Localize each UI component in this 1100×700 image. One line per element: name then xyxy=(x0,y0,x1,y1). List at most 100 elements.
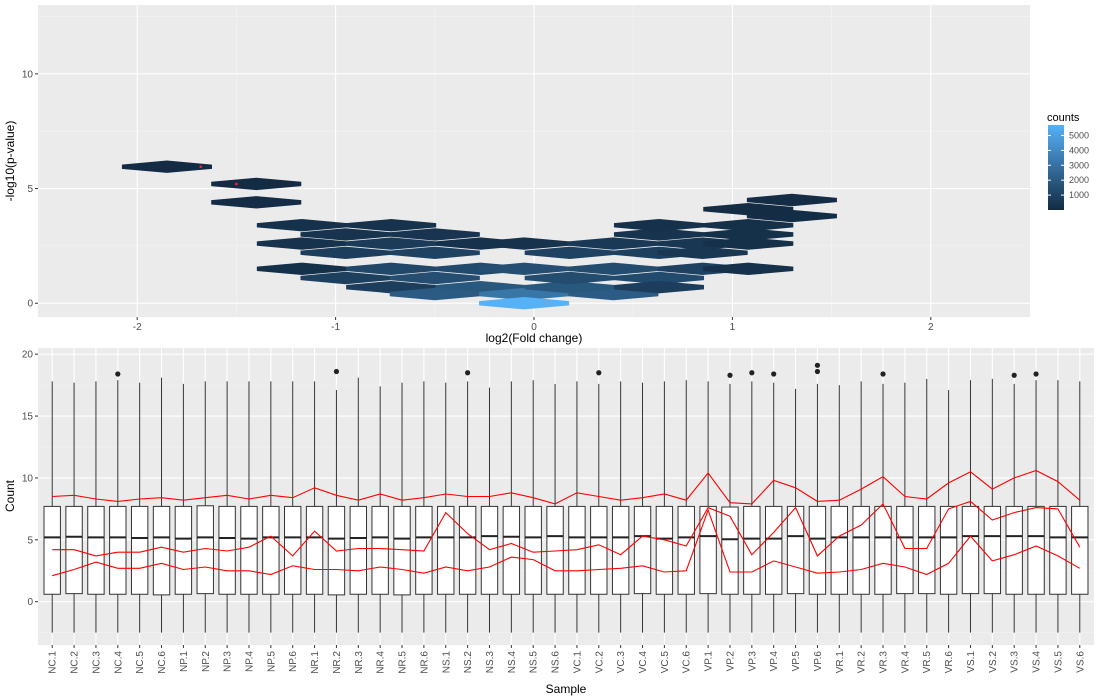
x-tick-label: -2 xyxy=(133,322,142,333)
hex-cell xyxy=(479,237,570,250)
box-VR.6 xyxy=(939,390,958,633)
hex-cell xyxy=(613,219,705,232)
x-tick-label: VC.6 xyxy=(682,651,693,674)
box-body xyxy=(371,505,389,595)
outlier-point xyxy=(596,370,602,376)
outlier-point xyxy=(1033,371,1039,377)
y-tick-label: 0 xyxy=(27,299,33,310)
box-body xyxy=(677,505,695,595)
hex-cell xyxy=(256,219,347,232)
box-NC.4 xyxy=(109,380,127,633)
box-NR.3 xyxy=(349,377,367,633)
x-tick-label: NC.5 xyxy=(135,651,146,674)
y-tick-label: 5 xyxy=(27,535,33,546)
x-tick-label: NC.1 xyxy=(48,651,59,674)
x-tick-label: VC.1 xyxy=(572,651,583,674)
x-tick-label: NS.1 xyxy=(441,651,452,674)
outlier-point xyxy=(749,370,755,376)
outlier-point xyxy=(880,371,886,377)
x-tick-label: NS.6 xyxy=(551,651,562,674)
outlier-point xyxy=(465,370,471,376)
outlier-point xyxy=(115,371,121,377)
x-tick-label: VR.5 xyxy=(922,651,933,674)
box-body xyxy=(393,505,411,596)
box-NP.2 xyxy=(196,381,214,633)
boxplot-y-axis: 0 5 10 15 20 xyxy=(22,350,38,608)
legend-colorbar xyxy=(1048,125,1064,210)
box-NR.5 xyxy=(393,382,411,633)
x-tick-label: VR.6 xyxy=(944,651,955,674)
hex-cell xyxy=(657,246,748,259)
x-tick-label: VR.2 xyxy=(857,651,868,674)
hex-cell xyxy=(300,246,391,259)
outlier-point xyxy=(333,368,340,375)
hex-cell xyxy=(703,237,794,250)
x-tick-label: VS.6 xyxy=(1075,651,1086,673)
x-tick-label: NP.6 xyxy=(288,651,299,672)
x-tick-label: VP.2 xyxy=(725,651,736,672)
box-body xyxy=(830,505,848,595)
x-tick-label: 1 xyxy=(730,322,736,333)
box-body xyxy=(480,505,499,595)
box-VS.2 xyxy=(983,378,1002,633)
box-body xyxy=(983,505,1002,595)
x-tick-label: NS.2 xyxy=(463,651,474,674)
x-tick-label: VR.1 xyxy=(835,651,846,674)
hex-cell xyxy=(613,271,705,285)
box-NS.2 xyxy=(458,381,477,633)
box-VP.1 xyxy=(699,381,717,633)
x-tick-label: VP.1 xyxy=(704,651,715,672)
x-tick-label: 0 xyxy=(531,322,537,333)
x-tick-label: NR.3 xyxy=(354,651,365,674)
box-VC.6 xyxy=(677,380,695,633)
hex-cell xyxy=(346,237,437,250)
x-tick-label: NR.1 xyxy=(310,651,321,674)
hex-cell xyxy=(346,262,437,276)
box-body xyxy=(1027,505,1045,595)
boxplot-x-axis-title: Sample xyxy=(546,682,587,696)
boxplot-outliers xyxy=(115,362,1039,378)
sample-boxplot-chart: NC.1 NC.2 NC.3 NC.4 NC.5 NC.6 NP.1 NP.2 NP.3 NP.4… xyxy=(3,348,1094,696)
box-NC.3 xyxy=(87,381,105,633)
box-NP.3 xyxy=(218,381,236,633)
x-tick-label: -1 xyxy=(331,322,340,333)
hex-cell xyxy=(256,262,347,276)
x-tick-label: NR.4 xyxy=(376,651,387,674)
box-NR.1 xyxy=(305,381,324,633)
box-body xyxy=(721,506,739,595)
box-NS.5 xyxy=(524,380,542,633)
hex-cell xyxy=(703,202,794,216)
y-tick-label: 5 xyxy=(27,184,33,195)
box-body xyxy=(1049,505,1067,595)
box-VS.3 xyxy=(1005,383,1023,633)
x-tick-label: VS.2 xyxy=(988,651,999,673)
x-tick-label: VS.3 xyxy=(1010,651,1021,673)
volcano-highlight-points xyxy=(199,165,238,186)
overlay-line-1 xyxy=(52,469,1081,505)
y-tick-label: 10 xyxy=(22,473,34,484)
box-body xyxy=(305,505,324,595)
box-body xyxy=(458,505,477,595)
box-VS.1 xyxy=(961,380,980,633)
box-body xyxy=(43,505,61,595)
hex-cell xyxy=(703,228,794,241)
box-VP.5 xyxy=(786,388,805,633)
x-tick-label: VR.4 xyxy=(900,651,911,674)
box-VS.6 xyxy=(1071,381,1089,633)
volcano-x-axis: -2 -1 0 1 2 xyxy=(133,317,934,333)
y-tick-label: 15 xyxy=(22,412,34,423)
volcano-y-axis: 0 5 10 xyxy=(22,69,38,310)
box-NS.3 xyxy=(480,387,499,633)
box-body xyxy=(786,505,805,595)
hex-cell xyxy=(300,271,391,285)
x-tick-label: 2 xyxy=(928,322,934,333)
legend-title: counts xyxy=(1047,112,1080,124)
box-VR.2 xyxy=(852,381,870,633)
x-tick-label: VR.3 xyxy=(879,651,890,674)
box-body xyxy=(590,505,608,595)
outlier-point xyxy=(814,368,821,375)
legend-tick-label: 3000 xyxy=(1069,160,1089,170)
box-VC.3 xyxy=(611,381,630,633)
outlier-point xyxy=(814,362,821,368)
volcano-hex-cells xyxy=(121,160,837,310)
